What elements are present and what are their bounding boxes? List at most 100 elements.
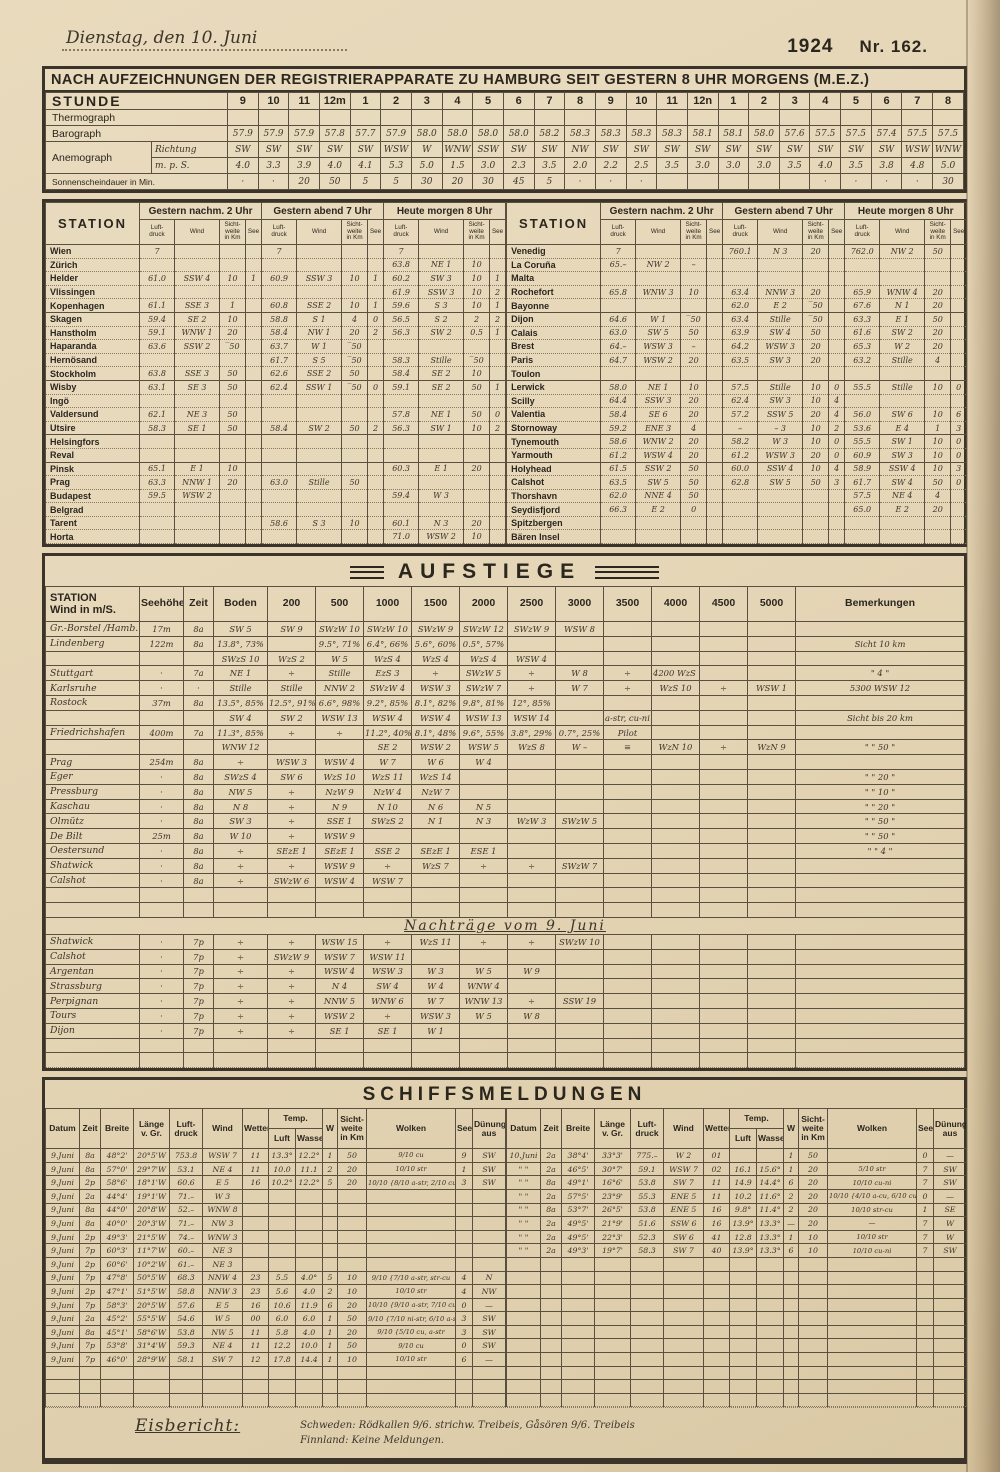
cell: WNW 3	[202, 1229, 243, 1245]
cell	[844, 529, 881, 545]
cell: 3	[950, 462, 968, 477]
cell	[603, 650, 652, 667]
cell	[418, 434, 465, 449]
cell	[756, 1284, 784, 1299]
cell	[703, 1365, 730, 1381]
cell: 2a	[79, 1311, 101, 1326]
cell	[798, 1284, 828, 1299]
cell	[686, 109, 719, 126]
cell: SW 5	[635, 326, 682, 341]
cell	[680, 244, 708, 259]
row-header-cell: Argentan	[45, 963, 140, 980]
cell	[651, 813, 700, 830]
cell: 20	[924, 326, 952, 341]
cell: 53.6	[844, 421, 881, 436]
cell: 8a	[183, 798, 214, 815]
cell: —	[472, 1352, 506, 1367]
cell: a-str, cu-ni 500 m	[603, 709, 652, 726]
cell: 2	[463, 312, 491, 327]
row-header-cell: Utsire	[45, 421, 140, 436]
cell	[174, 285, 220, 300]
cell: 58.0	[441, 125, 474, 142]
group-header: Gestern nachm. 2 Uhr	[600, 202, 724, 220]
cell	[933, 1324, 967, 1340]
cell: N	[472, 1270, 506, 1286]
cell	[916, 1284, 934, 1299]
cell	[463, 475, 491, 490]
cell: NNE 4	[635, 489, 682, 504]
cell: N 9	[315, 798, 364, 815]
cell	[630, 1365, 664, 1381]
cell	[747, 635, 796, 652]
cell: 8.1°, 82%	[411, 695, 460, 711]
row-header-cell	[45, 709, 140, 726]
cell	[411, 887, 460, 904]
cell	[242, 1392, 269, 1408]
table-row: Pinsk 65.1 E 1 10 60.3 E 1 20	[45, 462, 507, 477]
cell	[703, 1284, 730, 1299]
cell: 12.8	[729, 1229, 757, 1245]
cell	[802, 271, 830, 286]
cell: WNW 4	[879, 285, 926, 300]
row-header-cell: Tours	[45, 1007, 140, 1024]
row-header-cell: Seydisfjord	[506, 502, 602, 517]
cell: 47°1'	[100, 1284, 134, 1299]
cell: 57.5	[840, 125, 872, 142]
cell: 48°2'	[100, 1148, 134, 1163]
cell: 50	[924, 475, 952, 490]
cell: SW 4	[363, 978, 412, 995]
table-row: 9.Juni 8a 57°0' 29°7'W 53.1 NE 4 11 10.0 11.1 2 20…	[45, 1161, 506, 1177]
table-row: 9.Juni 8a 40°0' 20°3'W 71.– NW 3	[45, 1216, 506, 1231]
cell	[651, 724, 700, 741]
cell: 10	[802, 394, 830, 409]
cell	[757, 366, 804, 381]
cell: 20	[798, 1202, 828, 1218]
cell: 59.2	[600, 421, 637, 436]
table-row	[506, 1352, 967, 1367]
cell	[459, 902, 508, 918]
cell	[844, 271, 881, 286]
cell: 3.0	[472, 157, 504, 174]
cell	[455, 1243, 473, 1258]
cell: WzN 10	[651, 739, 700, 756]
cell: 58.1	[686, 125, 719, 142]
cell	[933, 1256, 967, 1272]
cell	[337, 1365, 367, 1381]
cell: 19°1'W	[133, 1188, 170, 1204]
cell	[366, 1243, 456, 1258]
cell	[795, 978, 965, 995]
cell: W 6	[411, 754, 460, 771]
cell	[296, 448, 343, 463]
cell	[706, 394, 724, 409]
cell	[244, 312, 263, 327]
cell: 1	[489, 326, 507, 341]
cell	[699, 769, 748, 785]
cell	[950, 502, 968, 517]
cell: 50	[680, 326, 708, 341]
cell	[603, 783, 652, 800]
cell	[267, 739, 316, 756]
row-header-cell: Rostock	[45, 695, 140, 711]
cell: WSW 3	[757, 339, 804, 354]
cell: ÷	[459, 934, 508, 950]
cell: ÷	[267, 993, 316, 1009]
cell	[603, 857, 652, 874]
cell: 0	[950, 475, 968, 490]
cell	[540, 1297, 562, 1313]
cell: 10	[337, 1352, 367, 1367]
cell	[706, 462, 724, 477]
cell: 57.5	[844, 489, 881, 504]
cell	[729, 1148, 757, 1163]
cell	[315, 887, 364, 904]
ships-subheader-row: Luft Wasser	[46, 1128, 506, 1150]
cell: E 5	[202, 1175, 243, 1190]
cell	[795, 857, 965, 874]
cell: E 5	[202, 1297, 243, 1313]
cell: 10	[463, 285, 491, 300]
cell	[555, 843, 604, 859]
table-row: Toulon	[506, 366, 968, 381]
cell: 56.3	[383, 421, 420, 436]
row-header-cell: Yarmouth	[506, 448, 602, 463]
cell: 10	[337, 1270, 367, 1286]
